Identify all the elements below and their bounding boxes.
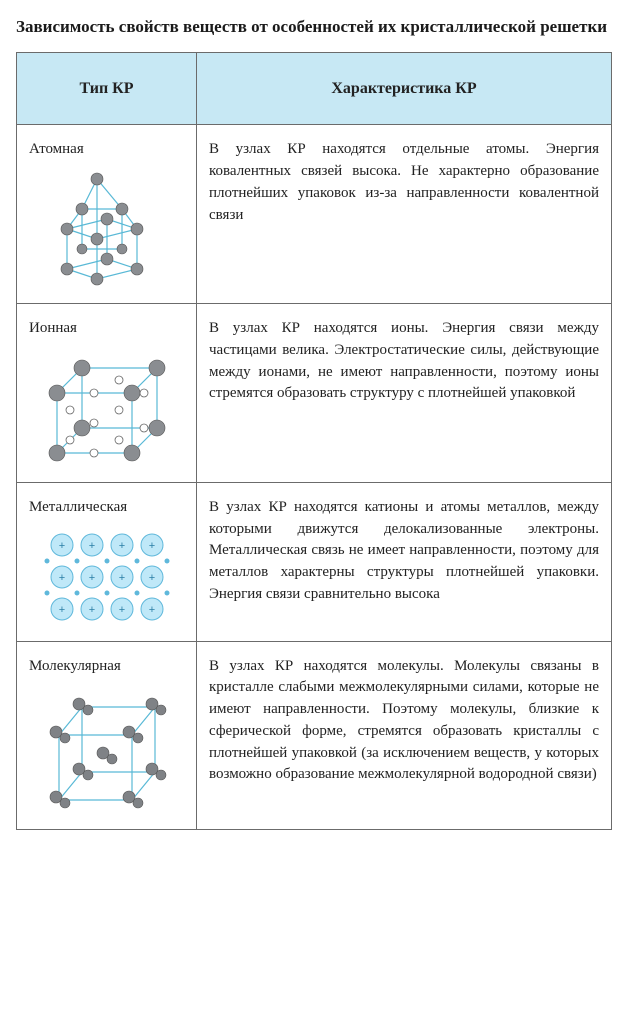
desc-atomic: В узлах КР находятся отдельные атомы. Эн…: [197, 125, 612, 304]
svg-text:+: +: [88, 572, 94, 584]
desc-ionic: В узлах КР находятся ионы. Энергия связи…: [197, 304, 612, 483]
svg-text:+: +: [58, 540, 64, 552]
svg-text:+: +: [148, 540, 154, 552]
molecular-lattice-icon: [37, 685, 177, 815]
desc-metallic: В узлах КР находятся катионы и атомы мет…: [197, 482, 612, 641]
ionic-lattice-icon: [37, 348, 177, 468]
col-header-type: Тип КР: [17, 53, 197, 125]
table-row: Металлическая + + + + + + + + + + + +: [17, 482, 612, 641]
type-label-ionic: Ионная: [29, 318, 184, 340]
table-row: Атомная: [17, 125, 612, 304]
type-label-molecular: Молекулярная: [29, 656, 184, 678]
lattice-table: Тип КР Характеристика КР Атомная: [16, 52, 612, 830]
type-label-metallic: Металлическая: [29, 497, 184, 519]
svg-text:+: +: [118, 540, 124, 552]
atomic-lattice-icon: [37, 169, 177, 289]
svg-text:+: +: [148, 604, 154, 616]
svg-text:+: +: [58, 572, 64, 584]
svg-text:+: +: [88, 540, 94, 552]
metallic-lattice-icon: + + + + + + + + + + + +: [37, 527, 177, 627]
svg-text:+: +: [118, 604, 124, 616]
svg-text:+: +: [58, 604, 64, 616]
svg-text:+: +: [148, 572, 154, 584]
table-row: Ионная: [17, 304, 612, 483]
table-row: Молекулярная: [17, 641, 612, 830]
desc-molecular: В узлах КР находятся молекулы. Молекулы …: [197, 641, 612, 830]
svg-text:+: +: [118, 572, 124, 584]
page-title: Зависимость свойств веществ от особеннос…: [16, 16, 612, 38]
svg-text:+: +: [88, 604, 94, 616]
type-label-atomic: Атомная: [29, 139, 184, 161]
col-header-char: Характеристика КР: [197, 53, 612, 125]
